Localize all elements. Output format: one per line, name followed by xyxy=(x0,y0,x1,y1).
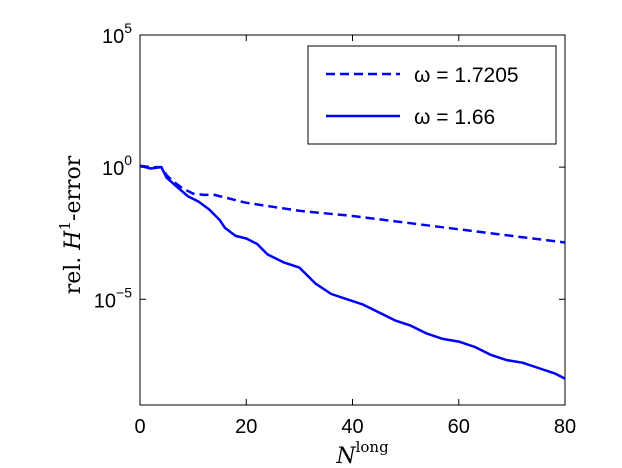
x-tick-label: 40 xyxy=(341,416,363,438)
x-tick-label: 20 xyxy=(235,416,257,438)
x-tick-label: 60 xyxy=(448,416,470,438)
x-tick-label: 80 xyxy=(554,416,576,438)
y-tick-label: 100 xyxy=(102,152,132,180)
series-line-2 xyxy=(139,164,566,380)
y-tick-label: 10−5 xyxy=(94,284,132,312)
legend-box xyxy=(307,45,557,145)
x-tick-label: 0 xyxy=(134,416,145,438)
axes-group: 0 20 40 60 80 105 100 10−5 xyxy=(94,20,576,438)
legend-label-2: ω = 1.66 xyxy=(414,106,495,129)
legend: ω = 1.7205 ω = 1.66 xyxy=(307,45,557,145)
axis-labels: Nlong rel. H1-error xyxy=(56,155,389,468)
series-group xyxy=(139,164,566,380)
x-axis-label: Nlong xyxy=(335,438,389,468)
y-tick-label: 105 xyxy=(102,20,132,48)
y-axis-label: rel. H1-error xyxy=(56,155,86,294)
legend-label-1: ω = 1.7205 xyxy=(414,64,519,87)
